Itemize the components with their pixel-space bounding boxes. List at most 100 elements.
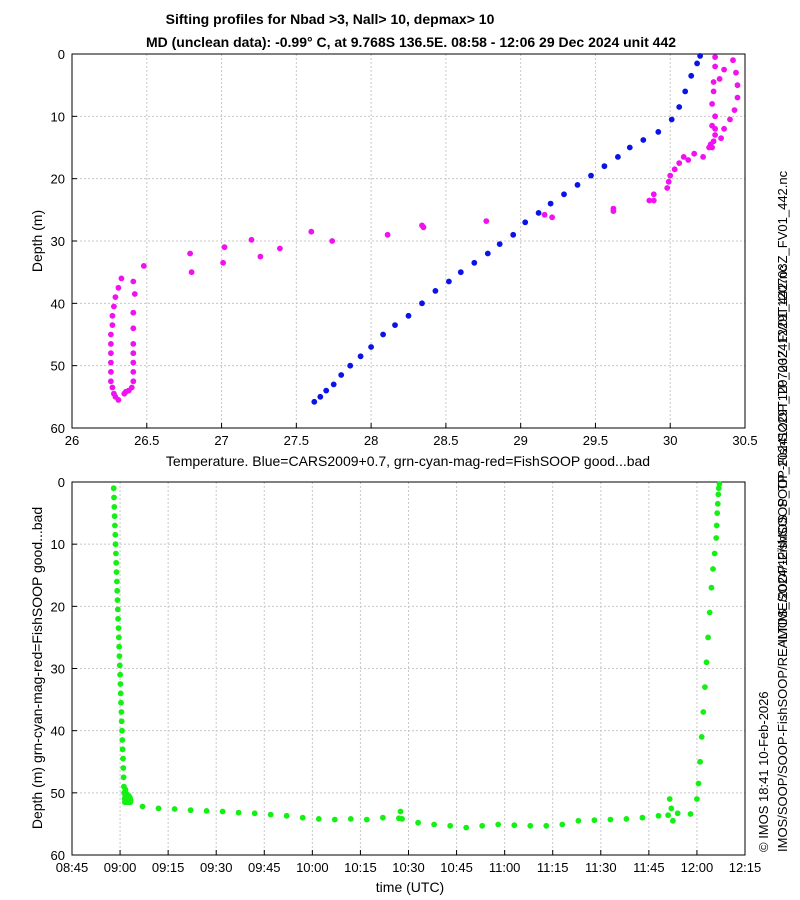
magenta-data-point (130, 341, 137, 347)
magenta-data-point (680, 154, 687, 160)
green-data-point (665, 812, 671, 819)
green-data-point (347, 816, 354, 822)
blue-data-point (392, 322, 398, 328)
green-data-point (219, 808, 226, 815)
y-tick-label: 20 (51, 172, 65, 187)
magenta-data-point (710, 79, 717, 85)
blue-data-point (547, 200, 554, 207)
magenta-data-point (727, 116, 733, 123)
time-depth-plot: 08:45 09:00 09:15 09:30 09:45 10:00 10:15 10:30… (29, 475, 761, 895)
magenta-data-point (108, 350, 114, 357)
y-tick-label: 30 (51, 662, 65, 677)
green-data-point (203, 808, 210, 814)
green-data-point (713, 535, 720, 541)
blue-data-point (522, 219, 529, 226)
green-data-point (139, 803, 146, 810)
green-data-point (623, 816, 630, 822)
green-data-point (705, 634, 711, 641)
magenta-data-point (712, 54, 718, 60)
green-data-point (267, 811, 274, 818)
magenta-data-point (721, 125, 727, 132)
green-data-point (299, 814, 306, 821)
magenta-data-point (308, 228, 315, 235)
green-data-point (118, 699, 124, 706)
magenta-data-point (118, 275, 125, 282)
green-data-point (695, 780, 702, 787)
green-data-point (171, 806, 178, 812)
blue-data-point (457, 269, 464, 276)
green-data-point (479, 822, 486, 829)
y-tick-label: 30 (51, 234, 65, 249)
blue-data-point (317, 393, 324, 400)
green-data-point (115, 625, 122, 631)
magenta-data-point (188, 269, 195, 276)
green-data-point (668, 805, 675, 812)
x-tick-label: 09:45 (248, 860, 281, 875)
x-tick-label: 27 (214, 433, 228, 448)
x-tick-label: 09:15 (152, 860, 185, 875)
green-data-point (235, 809, 242, 816)
magenta-data-point (676, 160, 683, 167)
green-data-point (118, 709, 125, 715)
x-tick-label: 11:00 (489, 860, 521, 875)
magenta-data-point (664, 185, 671, 191)
blue-data-point (688, 72, 695, 79)
blue-data-point (676, 104, 683, 110)
magenta-data-point (667, 172, 674, 179)
green-data-point (119, 737, 126, 743)
blue-data-point (357, 353, 364, 360)
magenta-data-point (130, 350, 137, 357)
x-tick-label: 29 (513, 433, 527, 448)
x-tick-label: 12:15 (729, 860, 762, 875)
temperature-depth-plot: 26 26.5 27 27.5 28 28.5 29 29.5 30 30.5 0 10 20 30 40 5… (29, 47, 758, 469)
y-tick-label: 0 (58, 475, 65, 490)
magenta-data-point (730, 57, 736, 64)
magenta-data-point (108, 341, 114, 347)
green-data-point (687, 811, 694, 817)
magenta-data-point (716, 76, 723, 82)
magenta-data-point (115, 284, 122, 291)
grid-lines (72, 482, 745, 855)
green-data-point (112, 531, 119, 538)
magenta-data-point (131, 291, 138, 297)
green-data-point (251, 810, 258, 817)
data-points (108, 53, 741, 405)
green-data-point (697, 758, 703, 765)
green-data-point (431, 821, 437, 828)
y-tick-label: 60 (51, 848, 65, 863)
y-tick-label: 40 (51, 724, 65, 739)
green-data-point (114, 578, 120, 585)
magenta-data-point (108, 359, 114, 366)
magenta-data-point (187, 250, 194, 257)
magenta-data-point (140, 263, 147, 269)
x-tick-label: 11:30 (585, 860, 617, 875)
green-data-point (607, 816, 614, 823)
blue-data-point (682, 88, 689, 95)
green-data-point (315, 816, 322, 822)
magenta-data-point (130, 325, 137, 332)
green-data-point (111, 513, 118, 520)
blue-data-point (484, 250, 491, 257)
green-data-point (666, 796, 673, 802)
blue-data-point (655, 129, 662, 135)
magenta-data-point (108, 331, 114, 338)
x-tick-label: 08:45 (56, 860, 89, 875)
x-tick-label: 12:00 (681, 860, 714, 875)
x-tick-label: 11:15 (537, 860, 569, 875)
green-data-point (703, 659, 710, 666)
magenta-data-point (109, 322, 116, 328)
x-tick-label: 28 (364, 433, 378, 448)
green-data-point (117, 671, 123, 678)
green-data-point (127, 797, 134, 804)
green-data-point (511, 822, 518, 829)
magenta-data-point (108, 378, 114, 385)
green-data-point (115, 615, 121, 622)
magenta-data-point (257, 253, 264, 260)
x-tick-label: 30 (663, 433, 677, 448)
magenta-data-point (709, 101, 715, 107)
magenta-data-point (721, 66, 727, 73)
magenta-data-point (221, 244, 228, 251)
green-data-point (711, 550, 718, 557)
green-data-point (114, 597, 121, 603)
copyright-label: © IMOS 18:41 10-Feb-2026 (756, 691, 771, 852)
